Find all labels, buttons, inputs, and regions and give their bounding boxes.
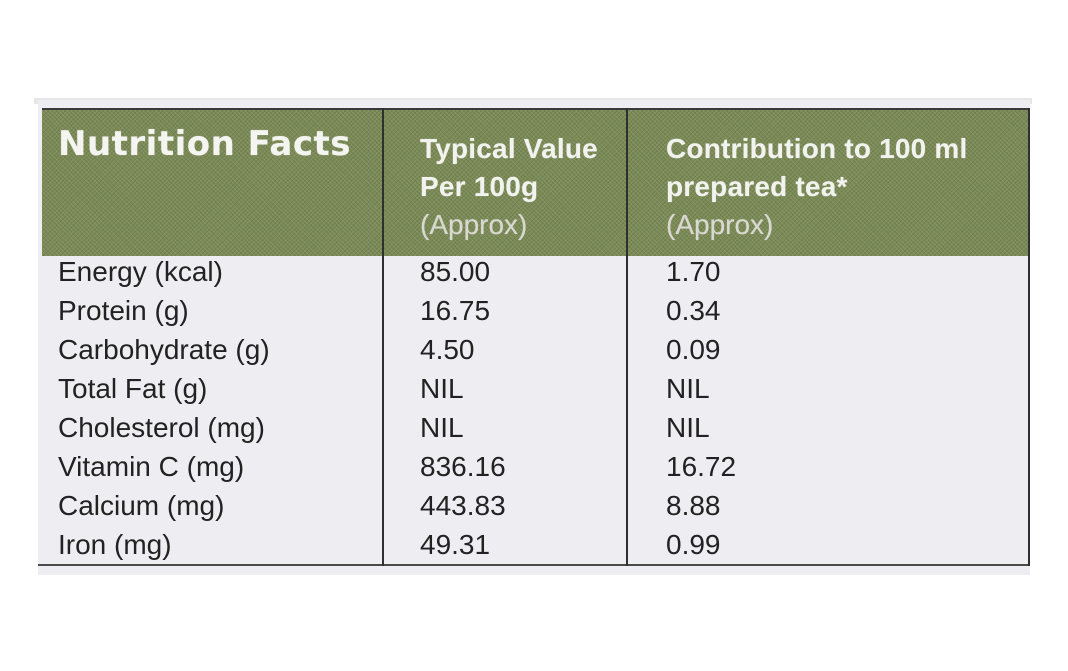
table-row: Vitamin C (mg) 836.16 16.72 <box>0 449 1068 488</box>
column-header-per-100g-line1: Typical Value <box>420 133 598 164</box>
table-row: Carbohydrate (g) 4.50 0.09 <box>0 332 1068 371</box>
row-value-per-100ml: 8.88 <box>666 490 721 521</box>
table-bottom-border <box>38 564 1030 566</box>
table-row: Protein (g) 16.75 0.34 <box>0 293 1068 332</box>
row-value-per-100g: 4.50 <box>420 334 475 365</box>
column-header-per-100g-line2: Per 100g <box>420 171 539 202</box>
header-band <box>42 110 1028 256</box>
row-label: Calcium (mg) <box>58 490 225 521</box>
row-value-per-100ml: NIL <box>666 412 710 443</box>
row-label: Iron (mg) <box>58 529 172 560</box>
column-divider-2 <box>626 108 628 566</box>
row-value-per-100g: NIL <box>420 373 464 404</box>
row-value-per-100ml: 1.70 <box>666 256 721 287</box>
row-label: Total Fat (g) <box>58 373 208 404</box>
column-header-per-100g: Typical Value Per 100g (Approx) <box>420 130 620 244</box>
table-row: Total Fat (g) NIL NIL <box>0 371 1068 410</box>
row-value-per-100g: 16.75 <box>420 295 491 326</box>
column-header-per-100ml: Contribution to 100 ml prepared tea* (Ap… <box>666 130 1026 244</box>
table-body: Energy (kcal) 85.00 1.70 Protein (g) 16.… <box>0 254 1068 566</box>
table-row: Cholesterol (mg) NIL NIL <box>0 410 1068 449</box>
table-row: Iron (mg) 49.31 0.99 <box>0 527 1068 566</box>
table-row: Calcium (mg) 443.83 8.88 <box>0 488 1068 527</box>
column-divider-right <box>1028 108 1030 566</box>
row-value-per-100g: 49.31 <box>420 529 491 560</box>
row-label: Cholesterol (mg) <box>58 412 265 443</box>
row-label: Energy (kcal) <box>58 256 223 287</box>
table-row: Energy (kcal) 85.00 1.70 <box>0 254 1068 293</box>
row-label: Vitamin C (mg) <box>58 451 245 482</box>
row-value-per-100g: 85.00 <box>420 256 491 287</box>
row-label: Carbohydrate (g) <box>58 334 270 365</box>
row-value-per-100g: 836.16 <box>420 451 506 482</box>
row-value-per-100g: 443.83 <box>420 490 506 521</box>
column-divider-1 <box>382 108 384 566</box>
row-value-per-100g: NIL <box>420 412 464 443</box>
column-header-per-100g-approx: (Approx) <box>420 209 528 240</box>
row-value-per-100ml: 0.09 <box>666 334 721 365</box>
row-value-per-100ml: 0.34 <box>666 295 721 326</box>
column-header-per-100ml-line1: Contribution to 100 ml <box>666 133 968 164</box>
table-top-border <box>42 108 1030 110</box>
row-value-per-100ml: NIL <box>666 373 710 404</box>
table-title: Nutrition Facts <box>58 124 351 164</box>
row-value-per-100ml: 16.72 <box>666 451 737 482</box>
column-header-per-100ml-line2: prepared tea* <box>666 171 848 202</box>
row-label: Protein (g) <box>58 295 189 326</box>
column-header-per-100ml-approx: (Approx) <box>666 209 774 240</box>
row-value-per-100ml: 0.99 <box>666 529 721 560</box>
